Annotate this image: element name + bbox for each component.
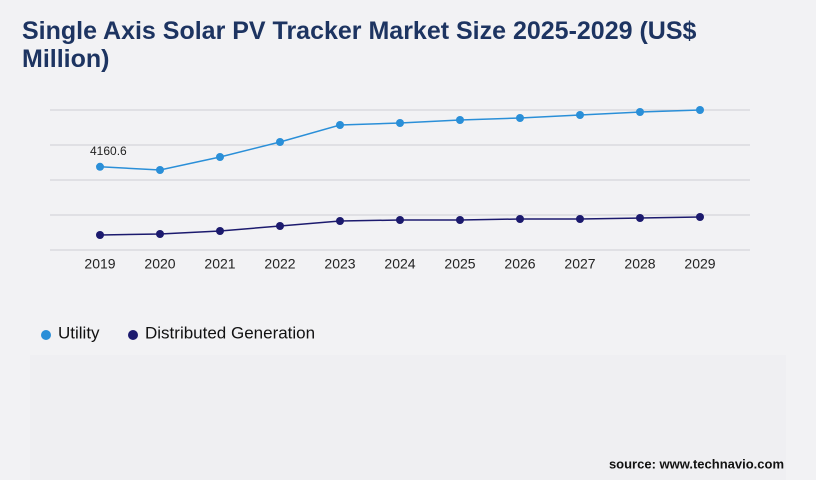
point xyxy=(276,222,284,230)
point xyxy=(96,231,104,239)
legend-label: Distributed Generation xyxy=(145,323,315,342)
point xyxy=(516,114,524,122)
point xyxy=(276,138,284,146)
point xyxy=(636,214,644,222)
point xyxy=(696,213,704,221)
point xyxy=(336,121,344,129)
grid xyxy=(50,109,750,251)
point xyxy=(456,216,464,224)
x-tick-label: 2023 xyxy=(324,256,355,272)
x-tick-label: 2027 xyxy=(564,256,595,272)
x-tick-label: 2024 xyxy=(384,256,415,272)
point xyxy=(516,215,524,223)
x-tick-label: 2028 xyxy=(624,256,655,272)
point xyxy=(156,230,164,238)
legend-marker xyxy=(128,330,138,340)
point xyxy=(636,108,644,116)
chart-title: Single Axis Solar PV Tracker Market Size… xyxy=(22,17,697,73)
panel xyxy=(30,355,786,480)
point xyxy=(396,216,404,224)
legend-marker xyxy=(41,330,51,340)
x-tick-label: 2021 xyxy=(204,256,235,272)
source: source: www.technavio.com xyxy=(609,456,784,471)
point xyxy=(396,119,404,127)
point xyxy=(456,116,464,124)
point xyxy=(576,215,584,223)
x-tick-label: 2020 xyxy=(144,256,175,272)
point xyxy=(216,153,224,161)
x-tick-label: 2026 xyxy=(504,256,535,272)
point xyxy=(96,162,104,171)
point xyxy=(576,111,584,119)
point xyxy=(216,227,224,235)
point xyxy=(156,166,164,174)
x-tick-label: 2029 xyxy=(684,256,715,272)
point xyxy=(336,217,344,225)
x-tick-label: 2025 xyxy=(444,256,475,272)
data-label: 4160.6 xyxy=(90,144,127,158)
x-tick-label: 2019 xyxy=(84,256,115,272)
x-tick-label: 2022 xyxy=(264,256,295,272)
legend-label: Utility xyxy=(58,323,100,342)
point xyxy=(696,106,704,114)
chart-title-line: Million) xyxy=(22,45,109,73)
chart-title-line: Single Axis Solar PV Tracker Market Size… xyxy=(22,17,697,45)
